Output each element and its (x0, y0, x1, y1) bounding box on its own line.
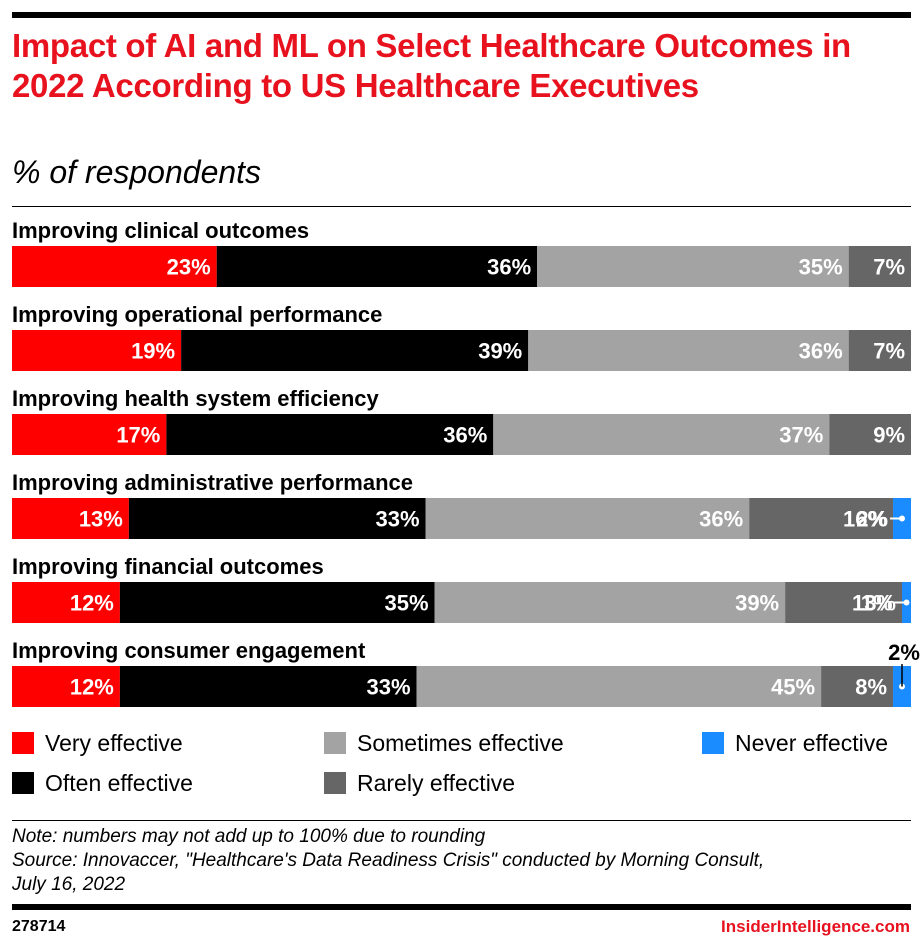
bar-sometimes-effective (537, 246, 849, 287)
data-label-sometimes-effective: 39% (735, 591, 779, 616)
data-label-rarely-effective: 7% (873, 255, 905, 280)
data-label-never-effective: 2% (856, 507, 888, 532)
legend: Very effective Often effective Sometimes… (12, 728, 912, 812)
data-label-often-effective: 36% (443, 423, 487, 448)
bar-often-effective (128, 498, 426, 539)
source-line-1: Source: Innovaccer, "Healthcare's Data R… (12, 850, 765, 871)
source-line-2: July 16, 2022 (12, 874, 126, 895)
bar-very-effective (12, 414, 167, 455)
legend-label-very-effective: Very effective (45, 729, 183, 756)
legend-item-often-effective: Often effective (12, 768, 193, 798)
bottom-rule (12, 904, 911, 910)
bar-often-effective (119, 666, 417, 707)
bar-sometimes-effective (416, 666, 822, 707)
bar-rarely-effective (749, 498, 894, 539)
bar-often-effective (119, 582, 435, 623)
legend-label-sometimes-effective: Sometimes effective (357, 729, 564, 756)
data-label-sometimes-effective: 35% (799, 255, 843, 280)
chart-subtitle: % of respondents (12, 154, 262, 190)
legend-swatch-rarely-effective (324, 772, 346, 794)
data-label-rarely-effective: 16% (843, 507, 887, 532)
data-label-often-effective: 39% (478, 339, 522, 364)
data-label-very-effective: 12% (70, 675, 114, 700)
data-label-often-effective: 33% (367, 675, 411, 700)
data-label-very-effective: 19% (131, 339, 175, 364)
legend-swatch-never-effective (702, 732, 724, 754)
bar-very-effective (12, 330, 182, 371)
chart-id: 278714 (12, 918, 66, 935)
legend-swatch-often-effective (12, 772, 34, 794)
data-label-very-effective: 13% (79, 507, 123, 532)
category-label: Improving consumer engagement (12, 638, 366, 663)
data-label-often-effective: 35% (384, 591, 428, 616)
bar-very-effective (12, 582, 120, 623)
bar-rarely-effective (848, 330, 911, 371)
data-label-rarely-effective: 8% (855, 675, 887, 700)
legend-label-never-effective: Never effective (735, 729, 888, 756)
footer-rule (12, 820, 911, 821)
data-label-sometimes-effective: 36% (699, 507, 743, 532)
bar-very-effective (12, 666, 120, 707)
data-label-never-effective: 1% (861, 591, 893, 616)
bar-very-effective (12, 246, 217, 287)
bar-sometimes-effective (434, 582, 786, 623)
top-rule (12, 12, 911, 18)
legend-swatch-very-effective (12, 732, 34, 754)
bar-rarely-effective (785, 582, 903, 623)
category-label: Improving clinical outcomes (12, 218, 309, 243)
bar-often-effective (216, 246, 538, 287)
data-label-very-effective: 17% (116, 423, 160, 448)
bar-sometimes-effective (493, 414, 830, 455)
notes: Note: numbers may not add up to 100% due… (12, 825, 912, 897)
legend-item-sometimes-effective: Sometimes effective (324, 728, 564, 758)
bar-sometimes-effective (425, 498, 750, 539)
bar-often-effective (181, 330, 529, 371)
data-label-very-effective: 12% (70, 591, 114, 616)
bar-very-effective (12, 498, 129, 539)
category-label: Improving health system efficiency (12, 386, 380, 411)
bar-often-effective (166, 414, 494, 455)
legend-label-rarely-effective: Rarely effective (357, 769, 516, 796)
legend-item-very-effective: Very effective (12, 728, 183, 758)
legend-item-rarely-effective: Rarely effective (324, 768, 515, 798)
header-rule (12, 206, 911, 207)
bar-rarely-effective (821, 666, 894, 707)
chart-title: Impact of AI and ML on Select Healthcare… (12, 27, 851, 104)
category-label: Improving financial outcomes (12, 554, 324, 579)
data-label-often-effective: 33% (375, 507, 419, 532)
data-label-very-effective: 23% (167, 255, 211, 280)
bar-rarely-effective (829, 414, 911, 455)
data-label-rarely-effective: 7% (873, 339, 905, 364)
data-label-often-effective: 36% (487, 255, 531, 280)
bar-rarely-effective (848, 246, 911, 287)
category-label: Improving operational performance (12, 302, 382, 327)
data-label-sometimes-effective: 36% (799, 339, 843, 364)
stacked-bar-chart: Improving clinical outcomes 23% 36% 35% 7% Im… (12, 218, 920, 707)
rounding-note: Note: numbers may not add up to 100% due… (12, 826, 486, 847)
legend-label-often-effective: Often effective (45, 769, 193, 796)
data-label-rarely-effective: 9% (873, 423, 905, 448)
brand-link[interactable]: InsiderIntelligence.com (721, 917, 910, 936)
data-label-sometimes-effective: 37% (779, 423, 823, 448)
data-label-sometimes-effective: 45% (771, 675, 815, 700)
bar-sometimes-effective (528, 330, 849, 371)
data-label-never-effective: 2% (888, 640, 920, 665)
legend-item-never-effective: Never effective (702, 728, 888, 758)
legend-swatch-sometimes-effective (324, 732, 346, 754)
category-label: Improving administrative performance (12, 470, 413, 495)
data-label-rarely-effective: 13% (852, 591, 896, 616)
